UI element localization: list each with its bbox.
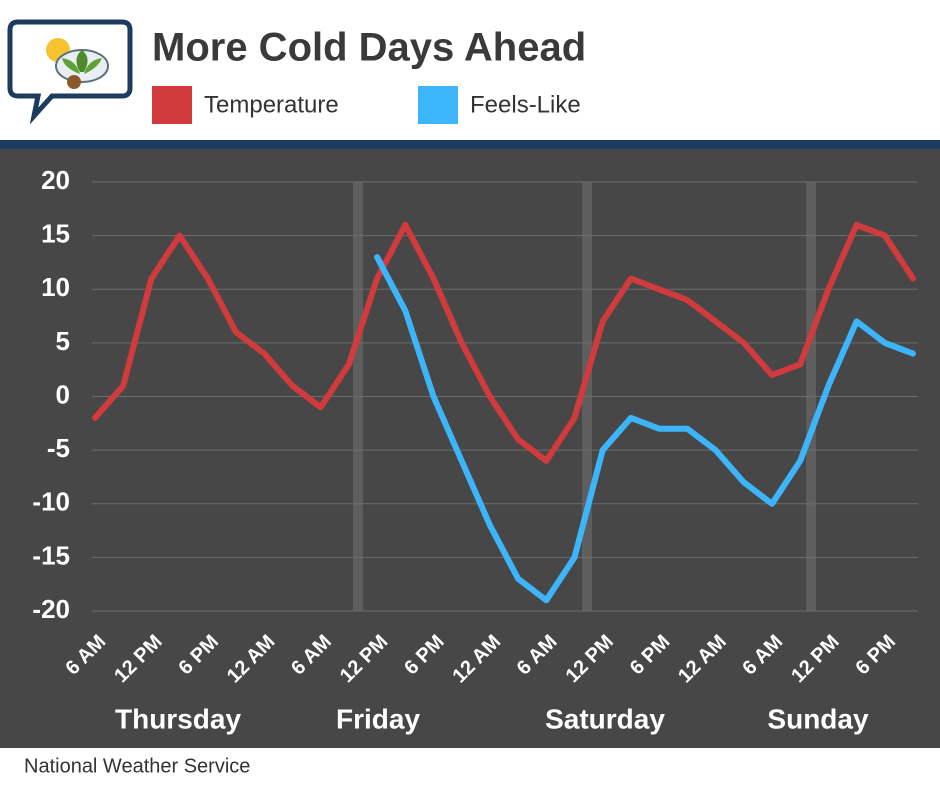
y-tick-label: 5 <box>56 326 70 356</box>
series-line <box>92 221 916 464</box>
plot-background <box>0 149 940 748</box>
day-label: Thursday <box>115 703 241 734</box>
series-line <box>374 254 916 604</box>
y-tick-label: 10 <box>41 272 70 302</box>
y-tick-label: -5 <box>47 433 70 463</box>
chart-title: More Cold Days Ahead <box>152 26 586 70</box>
y-tick-label: -15 <box>32 540 70 570</box>
day-label: Friday <box>336 703 420 734</box>
legend-swatch <box>418 86 458 124</box>
y-tick-label: 15 <box>41 219 70 249</box>
legend-label: Temperature <box>204 91 339 118</box>
day-label: Sunday <box>767 703 869 734</box>
y-tick-label: -20 <box>32 594 70 624</box>
legend-swatch <box>152 86 192 124</box>
header-rule <box>0 140 940 149</box>
y-tick-label: -10 <box>32 487 70 517</box>
y-tick-label: 0 <box>56 379 70 409</box>
day-label: Saturday <box>545 703 665 734</box>
source: National Weather Service <box>24 755 250 777</box>
logo <box>7 19 133 125</box>
y-tick-label: 20 <box>41 165 70 195</box>
legend-label: Feels-Like <box>470 91 581 118</box>
